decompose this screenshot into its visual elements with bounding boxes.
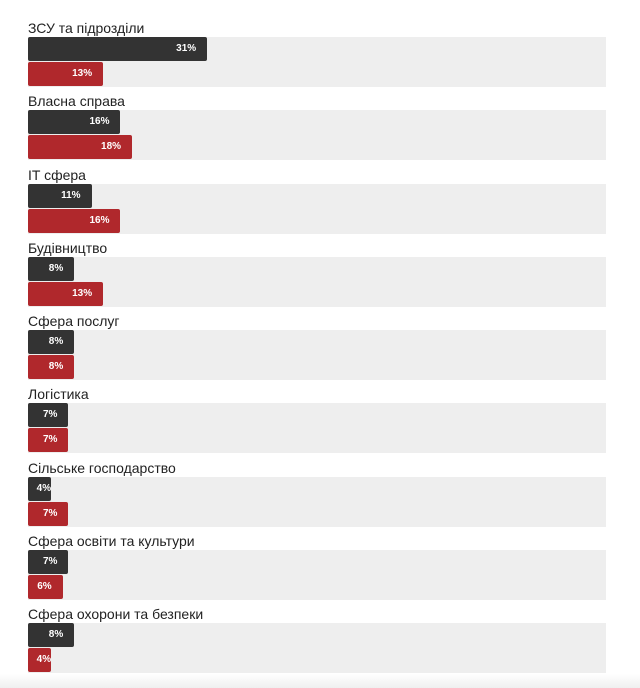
bar: 16% [28,110,121,135]
bar: 7% [28,501,69,526]
data-label: 7% [43,409,58,421]
data-label: 7% [43,556,58,568]
category-group: ЗСУ та підрозділи 31% 13% [28,18,606,91]
category-label: ЗСУ та підрозділи [28,20,145,36]
category-label: Сфера послуг [28,313,120,330]
bar: 13% [28,281,104,306]
bar-track [28,476,606,527]
bar-track [28,330,606,381]
category-label: Сфера охорони та безпеки [28,606,204,623]
data-label: 13% [72,68,93,79]
data-label: 16% [89,116,110,128]
category-label: Сфера освіти та культури [28,533,195,550]
category-label: Логістика [28,386,89,403]
category-group: IT сфера 11% 16% [28,165,606,238]
bar-track [28,403,606,454]
category-group: Сфера охорони та безпеки 8% 4% [28,604,606,677]
bar: 11% [28,183,92,208]
bar: 13% [28,62,104,86]
bar: 8% [28,623,75,648]
data-label: 8% [48,262,64,274]
data-label: 4% [36,654,52,666]
data-label: 8% [48,361,64,373]
category-group: Сфера освіти та культури 7% 6% [28,531,606,604]
bar-track [28,183,606,234]
bar: 7% [28,550,69,575]
bar-track [28,256,606,307]
data-label: 13% [72,287,93,299]
category-label: Власна справа [28,93,125,110]
bar: 8% [28,330,75,355]
category-group: Сільське господарство 4% 7% [28,458,606,531]
bar: 7% [28,403,69,428]
data-label: 7% [43,434,58,446]
bar: 6% [28,575,63,600]
category-label: Сільське господарство [28,459,176,476]
category-label: IT сфера [28,166,86,183]
bar-track [28,623,606,674]
bar: 18% [28,135,133,160]
data-label: 7% [43,507,58,519]
data-label: 8% [48,629,64,641]
category-group: Логістика 7% 7% [28,384,606,457]
data-label: 31% [176,43,197,54]
category-label: Будівництво [28,239,108,256]
bar: 16% [28,208,121,233]
data-label: 8% [48,336,64,348]
bar-track [28,550,606,601]
category-group: Будівництво 8% 13% [28,238,606,311]
bar: 4% [28,648,52,673]
bar: 8% [28,355,75,380]
bar: 8% [28,256,75,281]
data-label: 4% [36,482,52,494]
data-label: 6% [37,581,52,593]
bar-chart: ЗСУ та підрозділи 31% 13% Власна справа 16% 1… [28,18,606,678]
category-group: Власна справа 16% 18% [28,91,606,164]
category-group: Сфера послуг 8% 8% [28,311,606,384]
bar: 31% [28,37,208,61]
data-label: 18% [101,141,122,153]
data-label: 16% [89,214,110,226]
bar: 7% [28,428,69,453]
data-label: 11% [61,189,81,201]
bar: 4% [28,476,52,501]
